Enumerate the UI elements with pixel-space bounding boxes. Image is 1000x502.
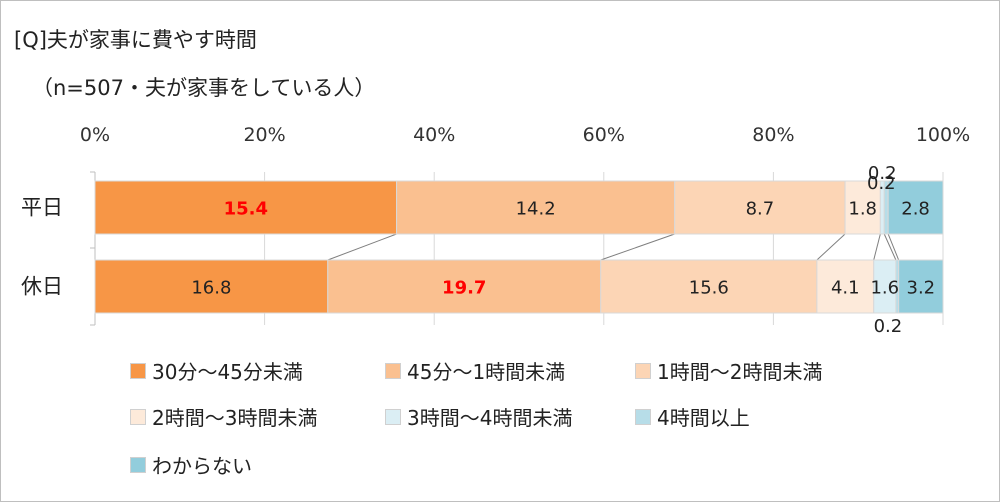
bar-segment xyxy=(327,259,602,314)
legend-label: わからない xyxy=(152,454,252,478)
series-connector-line xyxy=(887,233,900,261)
data-label: 2.8 xyxy=(901,199,930,220)
bar-segment xyxy=(898,259,944,314)
series-connector-line xyxy=(600,233,675,261)
bar-segment xyxy=(887,180,944,235)
x-tick-label: 100% xyxy=(916,124,970,146)
data-label: 0.2 xyxy=(874,316,903,337)
bar-segment xyxy=(816,259,875,314)
legend-item: わからない xyxy=(130,450,252,479)
legend-item: 4時間以上 xyxy=(635,402,750,431)
data-label: 1.6 xyxy=(870,278,899,299)
series-connector-line xyxy=(816,233,846,261)
legend-swatch xyxy=(635,362,651,379)
legend-label: 2時間～3時間未満 xyxy=(152,406,318,430)
series-connector-line xyxy=(327,233,397,261)
legend-swatch xyxy=(385,362,401,379)
legend-label: 45分～1時間未満 xyxy=(407,360,566,384)
bar-segment xyxy=(94,259,329,314)
legend-label: 3時間～4時間未満 xyxy=(407,406,573,430)
x-tick-label: 60% xyxy=(583,124,625,146)
legend-swatch xyxy=(130,456,146,473)
data-label: 1.8 xyxy=(848,199,877,220)
x-tick-label: 80% xyxy=(752,124,794,146)
data-label: 15.6 xyxy=(689,278,729,299)
category-label: 平日 xyxy=(21,196,63,220)
legend-item: 3時間～4時間未満 xyxy=(385,402,572,431)
bar-segment xyxy=(94,180,398,235)
data-label: 0.2 xyxy=(868,163,897,184)
data-label: 15.4 xyxy=(224,199,268,220)
legend-label: 4時間以上 xyxy=(657,406,750,430)
data-label: 14.2 xyxy=(516,199,556,220)
bar-segment xyxy=(396,180,676,235)
legend-item: 1時間～2時間未満 xyxy=(635,356,822,385)
data-label: 0.2 xyxy=(867,173,896,194)
data-label: 3.2 xyxy=(907,278,936,299)
bar-segment xyxy=(674,180,846,235)
legend-label: 1時間～2時間未満 xyxy=(657,360,823,384)
legend-item: 45分～1時間未満 xyxy=(385,356,565,385)
legend-swatch xyxy=(635,408,651,425)
series-connector-line xyxy=(873,233,881,261)
data-label: 4.1 xyxy=(831,278,860,299)
legend-swatch xyxy=(130,408,146,425)
chart-subtitle: （n=507・夫が家事をしている人） xyxy=(32,76,376,100)
legend-label: 30分～45分未満 xyxy=(152,360,303,384)
x-tick-label: 20% xyxy=(243,124,285,146)
chart-title: [Q]夫が家事に費やす時間 xyxy=(14,28,257,52)
bar-segment xyxy=(600,259,818,314)
legend-swatch xyxy=(130,362,146,379)
data-label: 16.8 xyxy=(191,278,231,299)
data-label: 19.7 xyxy=(442,278,486,299)
x-tick-label: 40% xyxy=(413,124,455,146)
data-label: 8.7 xyxy=(746,199,775,220)
x-tick-label: 0% xyxy=(80,124,110,146)
legend-swatch xyxy=(385,408,401,425)
category-label: 休日 xyxy=(21,275,63,299)
legend-item: 2時間～3時間未満 xyxy=(130,402,317,431)
series-connector-line xyxy=(883,233,897,261)
legend-item: 30分～45分未満 xyxy=(130,356,303,385)
